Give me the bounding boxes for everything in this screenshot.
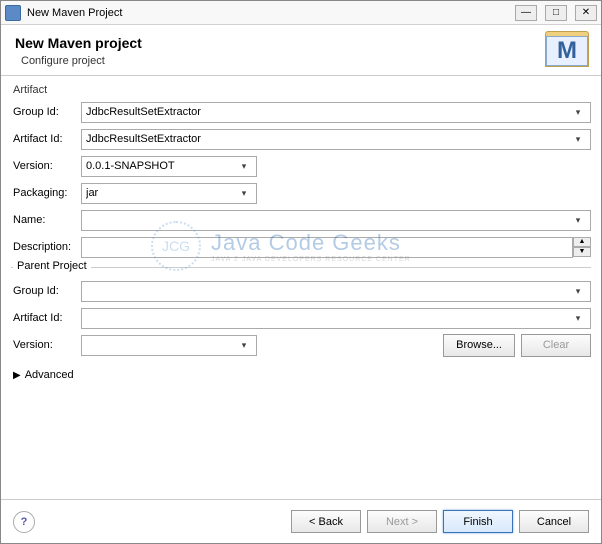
parent-version-input[interactable]: ▾ bbox=[81, 335, 257, 356]
maximize-button[interactable]: □ bbox=[545, 5, 567, 21]
finish-button[interactable]: Finish bbox=[443, 510, 513, 533]
chevron-down-icon[interactable]: ▾ bbox=[570, 134, 586, 145]
system-buttons: — □ ✕ bbox=[515, 5, 597, 21]
version-input[interactable]: 0.0.1-SNAPSHOT ▾ bbox=[81, 156, 257, 177]
wizard-body: Artifact Group Id: JdbcResultSetExtracto… bbox=[1, 76, 601, 381]
description-input[interactable] bbox=[81, 237, 573, 258]
chevron-down-icon[interactable]: ▾ bbox=[570, 286, 586, 297]
chevron-down-icon[interactable]: ▾ bbox=[236, 340, 252, 351]
parent-artifact-id-input[interactable]: ▾ bbox=[81, 308, 591, 329]
wizard-header: New Maven project Configure project M bbox=[1, 25, 601, 75]
chevron-down-icon[interactable]: ▾ bbox=[570, 313, 586, 324]
advanced-label: Advanced bbox=[25, 369, 74, 381]
next-button[interactable]: Next > bbox=[367, 510, 437, 533]
description-up-button[interactable]: ▲ bbox=[573, 237, 591, 247]
packaging-label: Packaging: bbox=[11, 187, 81, 199]
parent-version-label: Version: bbox=[11, 339, 81, 351]
window-title: New Maven Project bbox=[27, 7, 515, 19]
advanced-expander[interactable]: ▶ Advanced bbox=[13, 369, 589, 381]
chevron-down-icon[interactable]: ▾ bbox=[570, 107, 586, 118]
minimize-button[interactable]: — bbox=[515, 5, 537, 21]
cancel-button[interactable]: Cancel bbox=[519, 510, 589, 533]
browse-button[interactable]: Browse... bbox=[443, 334, 515, 357]
page-subtitle: Configure project bbox=[15, 55, 587, 67]
group-id-label: Group Id: bbox=[11, 106, 81, 118]
parent-group-id-label: Group Id: bbox=[11, 285, 81, 297]
maven-icon: M bbox=[545, 31, 589, 67]
parent-group-id-input[interactable]: ▾ bbox=[81, 281, 591, 302]
help-button[interactable]: ? bbox=[13, 511, 35, 533]
name-label: Name: bbox=[11, 214, 81, 226]
artifact-id-label: Artifact Id: bbox=[11, 133, 81, 145]
chevron-down-icon[interactable]: ▾ bbox=[570, 215, 586, 226]
version-label: Version: bbox=[11, 160, 81, 172]
artifact-legend: Artifact bbox=[13, 84, 591, 96]
chevron-down-icon[interactable]: ▾ bbox=[236, 161, 252, 172]
titlebar[interactable]: New Maven Project — □ ✕ bbox=[1, 1, 601, 25]
parent-artifact-id-label: Artifact Id: bbox=[11, 312, 81, 324]
clear-button[interactable]: Clear bbox=[521, 334, 591, 357]
parent-legend: Parent Project bbox=[13, 260, 91, 272]
app-icon bbox=[5, 5, 21, 21]
dialog-window: New Maven Project — □ ✕ New Maven projec… bbox=[0, 0, 602, 544]
group-id-input[interactable]: JdbcResultSetExtractor ▾ bbox=[81, 102, 591, 123]
artifact-id-input[interactable]: JdbcResultSetExtractor ▾ bbox=[81, 129, 591, 150]
description-label: Description: bbox=[11, 241, 81, 253]
back-button[interactable]: < Back bbox=[291, 510, 361, 533]
name-input[interactable]: ▾ bbox=[81, 210, 591, 231]
chevron-down-icon[interactable]: ▾ bbox=[236, 188, 252, 199]
description-down-button[interactable]: ▼ bbox=[573, 247, 591, 257]
page-title: New Maven project bbox=[15, 35, 587, 51]
close-button[interactable]: ✕ bbox=[575, 5, 597, 21]
expand-icon: ▶ bbox=[13, 370, 21, 381]
wizard-footer: ? < Back Next > Finish Cancel bbox=[1, 499, 601, 543]
packaging-input[interactable]: jar ▾ bbox=[81, 183, 257, 204]
